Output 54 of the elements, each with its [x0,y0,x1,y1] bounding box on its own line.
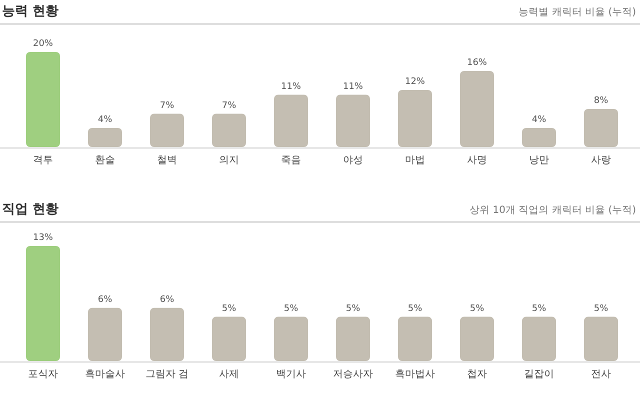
chart-subtitle: 상위 10개 직업의 캐릭터 비율 (누적) [470,205,636,216]
x-tick-label: 낭만 [529,155,549,166]
data-label: 5% [532,304,547,314]
data-label: 7% [160,100,175,111]
x-tick-label: 백기사 [276,369,306,380]
x-tick-label: 흑마술사 [85,369,125,380]
data-label: 5% [594,304,609,314]
bar [274,94,308,147]
x-tick-label: 첩자 [467,369,487,380]
bar [460,71,494,147]
x-tick-label: 죽음 [281,155,301,166]
chart-title: 능력 현황 [2,4,59,19]
x-tick-label: 사명 [467,155,487,166]
data-label: 4% [532,115,547,125]
bar [336,94,370,147]
data-label: 5% [284,304,299,314]
x-tick-label: 포식자 [28,369,58,380]
x-tick-label: 저승사자 [333,369,373,380]
bar [212,114,246,147]
bar [150,114,184,147]
x-tick-label: 사제 [219,369,239,380]
data-label: 6% [160,294,175,305]
bar [88,128,122,147]
chart-title: 직업 현황 [2,202,59,217]
x-tick-label: 야성 [343,155,363,166]
data-label: 5% [222,304,237,314]
data-label: 11% [280,82,302,92]
x-tick-label: 환술 [95,155,115,166]
bar [522,128,556,147]
data-label: 6% [98,294,113,305]
bar [584,109,618,147]
x-tick-label: 격투 [33,155,53,166]
x-tick-label: 전사 [591,369,611,380]
data-label: 11% [342,82,364,92]
x-tick-label: 흑마법사 [395,369,435,380]
data-label: 12% [404,77,426,87]
data-label: 4% [98,115,113,125]
bar [398,90,432,147]
data-label: 5% [346,304,361,314]
data-label: 20% [32,39,54,49]
chart-subtitle: 능력별 캐릭터 비율 (누적) [518,7,636,18]
bar [26,52,60,147]
data-label: 5% [470,304,485,314]
data-label: 16% [466,58,488,68]
x-tick-label: 철벽 [157,155,177,166]
x-tick-label: 의지 [219,155,239,166]
x-tick-label: 마법 [405,155,425,166]
x-tick-label: 길잡이 [524,369,554,380]
data-label: 5% [408,304,423,314]
data-label: 7% [222,100,237,111]
data-label: 8% [594,96,609,106]
data-label: 13% [32,233,54,243]
x-tick-label: 그림자 검 [145,369,189,380]
x-tick-label: 사랑 [591,155,611,166]
